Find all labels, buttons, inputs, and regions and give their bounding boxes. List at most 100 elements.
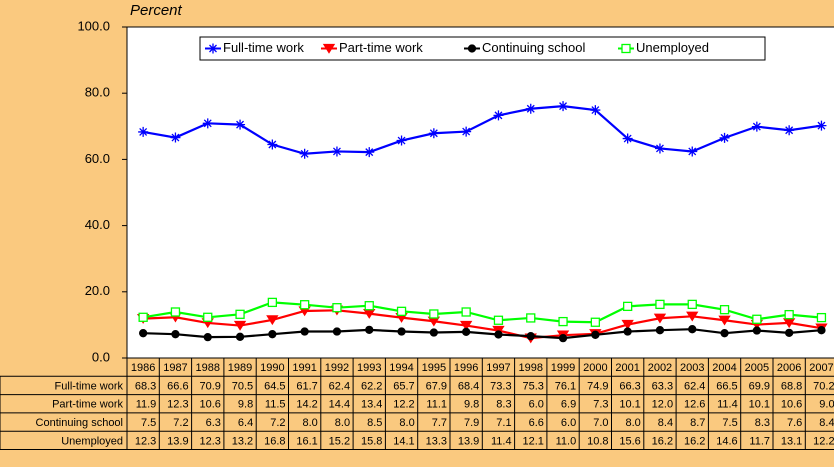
table-value: 6.0	[529, 399, 544, 411]
series-line	[142, 301, 822, 324]
y-tick-label: 20.0	[85, 283, 110, 298]
table-value: 8.4	[658, 417, 673, 429]
table-value: 66.3	[619, 380, 640, 392]
x-tick-label: 1995	[422, 362, 446, 374]
marker	[364, 301, 374, 311]
y-tick-label: 40.0	[85, 217, 110, 232]
table-value: 12.2	[393, 399, 414, 411]
marker	[461, 327, 471, 337]
marker	[817, 326, 826, 335]
table-value: 8.0	[335, 417, 350, 429]
table-value: 11.7	[749, 435, 770, 447]
marker	[655, 299, 665, 310]
table-value: 10.6	[199, 399, 220, 411]
y-tick-label: 60.0	[85, 151, 110, 166]
marker	[138, 126, 149, 137]
marker	[170, 307, 181, 317]
table-value: 16.2	[652, 435, 673, 447]
table-value: 11.4	[717, 399, 738, 411]
marker	[623, 301, 633, 312]
table-value: 8.3	[496, 399, 511, 411]
marker	[266, 315, 279, 326]
marker	[429, 328, 439, 337]
table-value: 8.4	[819, 417, 834, 429]
table-value: 66.5	[716, 380, 737, 392]
marker	[429, 309, 439, 319]
marker	[784, 309, 794, 320]
table-value: 62.4	[329, 380, 350, 392]
table-value: 7.9	[464, 417, 479, 429]
table-value: 7.7	[432, 417, 447, 429]
marker	[752, 326, 761, 335]
table-value: 70.5	[232, 380, 253, 392]
y-tick-label: 0.0	[92, 349, 110, 364]
series-line	[143, 328, 822, 340]
series-line	[143, 309, 822, 340]
table-value: 75.3	[522, 380, 543, 392]
x-tick-label: 1997	[486, 362, 510, 374]
table-value: 10.1	[749, 399, 770, 411]
table-value: 8.0	[303, 417, 318, 429]
marker	[688, 325, 697, 334]
marker	[267, 139, 278, 150]
table-value: 61.7	[296, 380, 317, 392]
table-value: 63.3	[652, 380, 673, 392]
marker	[461, 307, 471, 317]
marker	[719, 305, 730, 315]
table-value: 15.8	[361, 435, 382, 447]
legend-label: Unemployed	[636, 40, 709, 55]
table-value: 66.6	[167, 380, 188, 392]
table-value: 9.8	[464, 399, 479, 411]
table-value: 12.0	[652, 399, 673, 411]
marker	[784, 125, 795, 136]
x-tick-label: 2000	[583, 362, 607, 374]
marker	[396, 306, 407, 316]
table-value: 7.6	[787, 417, 802, 429]
table-value: 11.5	[265, 399, 286, 411]
table-value: 8.0	[626, 417, 641, 429]
table-value: 16.1	[296, 435, 317, 447]
table-value: 14.4	[329, 399, 350, 411]
table-value: 6.9	[561, 399, 576, 411]
marker	[621, 43, 631, 54]
table-value: 12.2	[813, 435, 834, 447]
x-tick-label: 1991	[292, 362, 316, 374]
table-value: 8.0	[399, 417, 414, 429]
marker	[267, 297, 278, 308]
table-value: 62.4	[684, 380, 705, 392]
table-value: 7.3	[593, 399, 608, 411]
marker	[332, 303, 342, 313]
x-tick-label: 1998	[519, 362, 543, 374]
marker	[138, 312, 148, 322]
table-value: 65.7	[393, 380, 414, 392]
marker	[719, 132, 730, 143]
x-tick-label: 2007	[809, 362, 833, 374]
table-value: 67.9	[426, 380, 447, 392]
table-value: 11.4	[491, 435, 512, 447]
marker	[268, 330, 277, 339]
table-value: 12.3	[135, 435, 156, 447]
marker	[623, 327, 632, 336]
marker	[428, 128, 439, 139]
table-value: 15.6	[619, 435, 640, 447]
table-value: 68.4	[458, 380, 479, 392]
x-tick-label: 1999	[551, 362, 575, 374]
row-label: Part-time work	[52, 399, 123, 411]
legend-label: Continuing school	[482, 40, 585, 55]
legend-label: Full-time work	[223, 40, 304, 55]
marker	[299, 148, 310, 159]
table-value: 9.8	[238, 399, 253, 411]
table-value: 10.6	[781, 399, 802, 411]
x-tick-label: 2003	[680, 362, 704, 374]
marker	[622, 133, 633, 144]
x-tick-label: 1994	[389, 362, 413, 374]
y-tick-label: 80.0	[85, 85, 110, 100]
marker	[687, 146, 698, 157]
marker	[300, 327, 309, 336]
x-tick-label: 1988	[196, 362, 220, 374]
marker	[235, 119, 246, 130]
marker	[235, 309, 245, 319]
marker	[202, 118, 213, 129]
x-tick-label: 1989	[228, 362, 252, 374]
marker	[332, 327, 342, 336]
